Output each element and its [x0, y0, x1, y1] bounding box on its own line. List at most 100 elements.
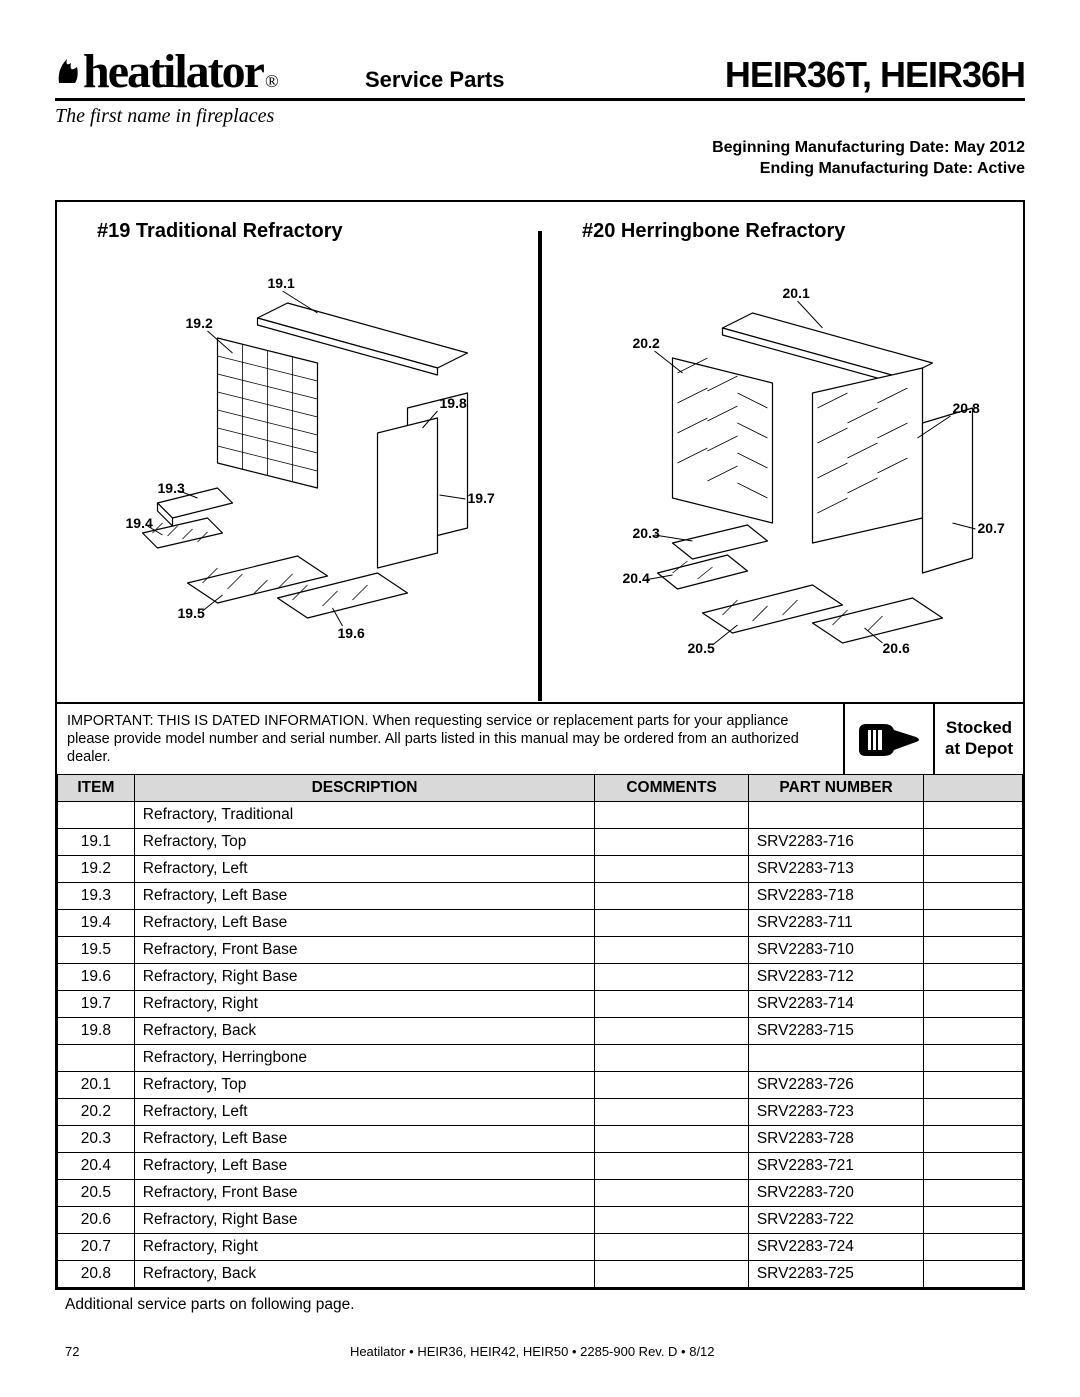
table-cell: 20.3 [58, 1125, 135, 1152]
table-cell: SRV2283-712 [748, 963, 923, 990]
table-cell [924, 990, 1023, 1017]
callout-20-1: 20.1 [783, 285, 810, 301]
table-row: 19.7Refractory, RightSRV2283-714 [58, 990, 1023, 1017]
col-part-number: PART NUMBER [748, 774, 923, 801]
table-cell: Refractory, Back [134, 1260, 595, 1287]
table-row: Refractory, Traditional [58, 801, 1023, 828]
table-cell [924, 963, 1023, 990]
table-row: Refractory, Herringbone [58, 1044, 1023, 1071]
table-cell: Refractory, Front Base [134, 1179, 595, 1206]
table-cell [924, 1125, 1023, 1152]
table-cell: 20.6 [58, 1206, 135, 1233]
diagram-frame: #19 Traditional Refractory [55, 200, 1025, 1290]
table-cell [58, 1044, 135, 1071]
callout-20-3: 20.3 [633, 525, 660, 541]
table-cell: SRV2283-722 [748, 1206, 923, 1233]
table-cell: SRV2283-718 [748, 882, 923, 909]
col-item: ITEM [58, 774, 135, 801]
registered-mark: ® [265, 73, 277, 89]
table-cell [595, 801, 749, 828]
end-date: Ending Manufacturing Date: Active [55, 159, 1025, 180]
tagline: The first name in fireplaces [55, 105, 1025, 128]
table-cell [924, 855, 1023, 882]
table-cell: 20.2 [58, 1098, 135, 1125]
table-cell: SRV2283-726 [748, 1071, 923, 1098]
page-header: heatilator® Service Parts HEIR36T, HEIR3… [55, 50, 1025, 180]
table-cell [595, 1098, 749, 1125]
table-cell [748, 801, 923, 828]
table-cell: 19.6 [58, 963, 135, 990]
table-row: 19.2Refractory, LeftSRV2283-713 [58, 855, 1023, 882]
service-parts-label: Service Parts [365, 67, 504, 93]
table-cell [924, 1206, 1023, 1233]
table-cell: Refractory, Left Base [134, 882, 595, 909]
after-table-note: Additional service parts on following pa… [65, 1296, 1025, 1314]
stocked-at-depot-header: Stocked at Depot [933, 704, 1023, 774]
table-cell [595, 1152, 749, 1179]
table-cell: SRV2283-721 [748, 1152, 923, 1179]
table-cell: 20.8 [58, 1260, 135, 1287]
table-row: 19.5Refractory, Front BaseSRV2283-710 [58, 936, 1023, 963]
table-cell: SRV2283-715 [748, 1017, 923, 1044]
table-cell [595, 1179, 749, 1206]
diagram-left: #19 Traditional Refractory [57, 202, 538, 702]
table-row: 19.8Refractory, BackSRV2283-715 [58, 1017, 1023, 1044]
table-cell [924, 936, 1023, 963]
table-cell [924, 1098, 1023, 1125]
table-cell: Refractory, Right Base [134, 963, 595, 990]
table-row: 20.1Refractory, TopSRV2283-726 [58, 1071, 1023, 1098]
callout-20-7: 20.7 [978, 520, 1005, 536]
logo-block: heatilator® [55, 50, 355, 93]
table-cell: SRV2283-728 [748, 1125, 923, 1152]
table-cell: 19.4 [58, 909, 135, 936]
callout-19-4: 19.4 [126, 515, 153, 531]
table-cell [595, 990, 749, 1017]
table-cell [924, 1260, 1023, 1287]
table-cell: Refractory, Herringbone [134, 1044, 595, 1071]
table-cell: SRV2283-723 [748, 1098, 923, 1125]
table-cell [595, 1017, 749, 1044]
table-cell: SRV2283-724 [748, 1233, 923, 1260]
table-cell [595, 1071, 749, 1098]
callout-20-5: 20.5 [688, 640, 715, 656]
table-cell: 19.8 [58, 1017, 135, 1044]
stocked-line-1: Stocked [946, 718, 1012, 738]
callout-19-8: 19.8 [440, 395, 467, 411]
table-row: 19.6Refractory, Right Base SRV2283-712 [58, 963, 1023, 990]
table-cell [595, 1233, 749, 1260]
table-cell [595, 1044, 749, 1071]
table-cell [924, 801, 1023, 828]
table-row: 20.6Refractory, Right BaseSRV2283-722 [58, 1206, 1023, 1233]
table-cell [595, 1125, 749, 1152]
table-cell: SRV2283-714 [748, 990, 923, 1017]
table-cell [924, 1044, 1023, 1071]
footer-spacer [985, 1344, 1015, 1359]
callout-19-5: 19.5 [178, 605, 205, 621]
table-row: 19.4Refractory, Left BaseSRV2283-711 [58, 909, 1023, 936]
table-cell: SRV2283-725 [748, 1260, 923, 1287]
table-cell [595, 963, 749, 990]
table-cell: Refractory, Right [134, 1233, 595, 1260]
diagram-right: #20 Herringbone Refractory [542, 202, 1023, 702]
table-cell [595, 1260, 749, 1287]
callout-20-4: 20.4 [623, 570, 650, 586]
table-cell [595, 936, 749, 963]
table-cell: Refractory, Left [134, 1098, 595, 1125]
table-cell [924, 1233, 1023, 1260]
table-cell: SRV2283-713 [748, 855, 923, 882]
callout-19-3: 19.3 [158, 480, 185, 496]
diagram-left-title: #19 Traditional Refractory [97, 220, 528, 243]
table-cell [595, 855, 749, 882]
col-description: DESCRIPTION [134, 774, 595, 801]
table-cell: 19.1 [58, 828, 135, 855]
parts-table-body: Refractory, Traditional19.1Refractory, T… [58, 801, 1023, 1287]
footer-center: Heatilator • HEIR36, HEIR42, HEIR50 • 22… [79, 1344, 985, 1359]
table-row: 19.1Refractory, TopSRV2283-716 [58, 828, 1023, 855]
callout-19-7: 19.7 [468, 490, 495, 506]
callout-20-2: 20.2 [633, 335, 660, 351]
table-cell [595, 909, 749, 936]
important-note-row: IMPORTANT: THIS IS DATED INFORMATION. Wh… [57, 702, 1023, 774]
table-row: 19.3Refractory, Left BaseSRV2283-718 [58, 882, 1023, 909]
important-note: IMPORTANT: THIS IS DATED INFORMATION. Wh… [57, 704, 843, 774]
table-cell: Refractory, Left Base [134, 909, 595, 936]
